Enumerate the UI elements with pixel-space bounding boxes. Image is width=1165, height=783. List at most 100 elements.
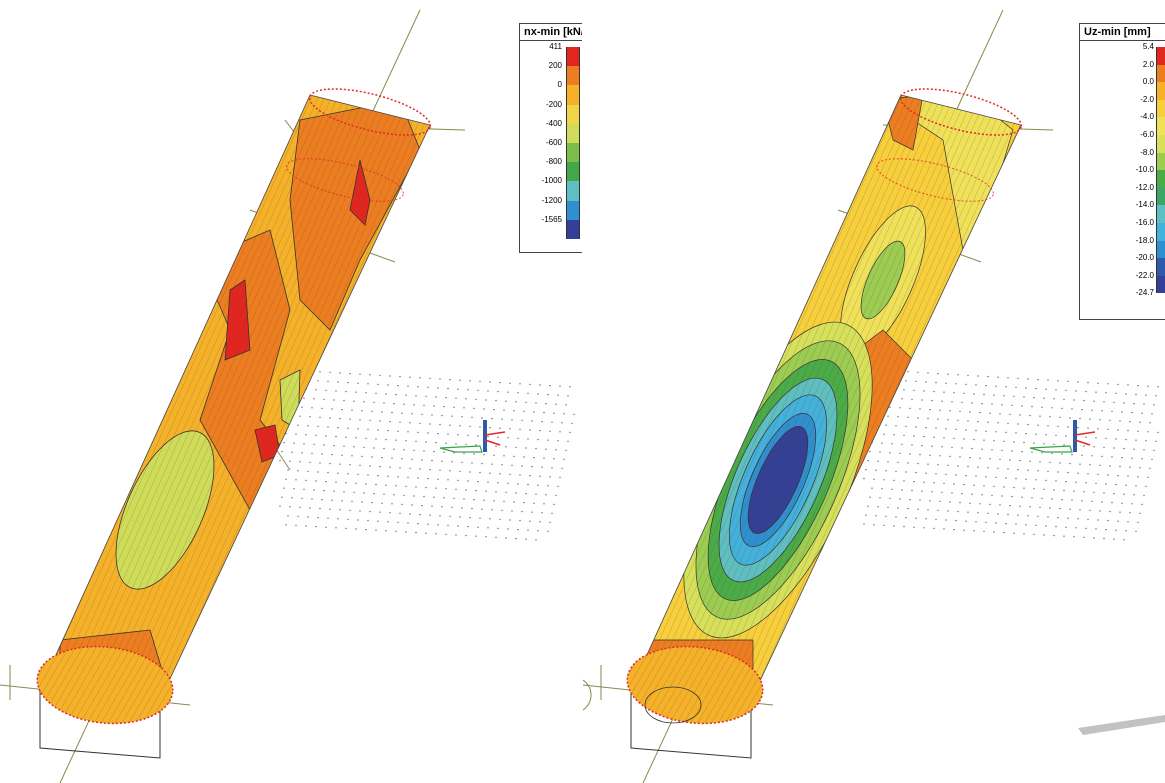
grid-dot (1035, 524, 1037, 527)
grid-dot (989, 458, 991, 460)
grid-dot (1111, 410, 1113, 413)
grid-dot (973, 484, 975, 486)
grid-dot (313, 489, 315, 491)
grid-dot (925, 381, 927, 383)
grid-dot (295, 524, 297, 527)
ground-grid (279, 369, 575, 541)
grid-dot (557, 485, 559, 488)
grid-dot (571, 422, 573, 425)
grid-dot (429, 423, 431, 425)
grid-dot (1055, 389, 1057, 391)
grid-dot (459, 379, 461, 381)
grid-dot (383, 493, 385, 495)
grid-dot (1003, 395, 1005, 397)
grid-dot (283, 441, 285, 444)
grid-dot (455, 488, 457, 491)
grid-dot (987, 375, 989, 378)
grid-dot (1081, 408, 1083, 411)
grid-dot (911, 444, 913, 446)
grid-dot (1057, 380, 1059, 382)
grid-dot (489, 381, 491, 383)
grid-dot (961, 401, 963, 404)
grid-dot (907, 416, 909, 419)
grid-dot (407, 522, 409, 524)
grid-dot (419, 422, 421, 425)
grid-dot (367, 428, 369, 431)
grid-dot (397, 476, 399, 478)
viewport-right[interactable]: Uz-min [mm] 5.4 2.0 0.0 -2.0 -4.0 -6.0 -8.0 -10… (583, 0, 1165, 783)
grid-dot (1057, 516, 1059, 519)
grid-dot (1055, 434, 1057, 437)
legend-label: 200 (548, 61, 562, 71)
grid-dot (353, 446, 355, 448)
grid-dot (533, 456, 535, 459)
grid-dot (999, 413, 1001, 415)
grid-dot (481, 417, 483, 419)
grid-dot (977, 512, 979, 514)
grid-dot (309, 416, 311, 418)
grid-dot (295, 479, 297, 481)
grid-dot (473, 407, 475, 410)
grid-dot (1011, 450, 1013, 452)
grid-dot (937, 464, 939, 466)
grid-dot (337, 381, 339, 383)
grid-dot (1059, 462, 1061, 464)
grid-dot (299, 461, 301, 463)
grid-dot (349, 418, 351, 420)
grid-dot (355, 437, 357, 439)
grid-dot (301, 452, 303, 454)
grid-dot (511, 419, 513, 421)
legend-swatch (566, 143, 580, 163)
grid-dot (529, 474, 531, 477)
grid-dot (1011, 495, 1013, 498)
grid-dot (477, 526, 479, 528)
grid-dot (1145, 440, 1147, 442)
grid-dot (1101, 455, 1103, 458)
grid-dot (1017, 514, 1019, 516)
grid-dot (1023, 396, 1025, 398)
grid-dot (565, 449, 567, 452)
grid-dot (1087, 427, 1089, 429)
grid-dot (1041, 497, 1043, 500)
grid-dot (929, 408, 931, 411)
grid-dot (545, 494, 547, 496)
grid-dot (1155, 395, 1157, 397)
grid-dot (905, 380, 907, 382)
viewport-left[interactable]: nx-min [kN/m] 411 200 0 -200 -400 -600 -800 -10… (0, 0, 582, 783)
grid-dot (375, 438, 377, 440)
grid-dot (1103, 446, 1105, 449)
grid-dot (1067, 426, 1069, 428)
grid-dot (1011, 404, 1013, 407)
grid-dot (1145, 485, 1147, 488)
grid-dot (297, 424, 299, 426)
grid-dot (495, 536, 497, 539)
legend-swatch (566, 219, 580, 239)
grid-dot (321, 453, 323, 455)
legend-label: 2.0 (1142, 59, 1154, 69)
grid-dot (941, 491, 943, 494)
grid-dot (1129, 466, 1131, 468)
grid-dot (281, 496, 283, 498)
grid-dot (1053, 443, 1055, 446)
grid-dot (419, 468, 421, 470)
grid-dot (1117, 474, 1119, 477)
grid-dot (331, 453, 333, 456)
grid-dot (1027, 378, 1029, 380)
grid-dot (963, 438, 965, 440)
grid-dot (887, 506, 889, 509)
grid-dot (1115, 529, 1117, 531)
grid-dot (559, 431, 561, 433)
grid-dot (1077, 472, 1079, 474)
legend-swatch (1156, 117, 1165, 135)
grid-dot (1007, 513, 1009, 516)
grid-dot (397, 384, 399, 387)
grid-dot (331, 499, 333, 501)
grid-dot (981, 448, 983, 450)
grid-dot (287, 515, 289, 517)
grid-dot (303, 397, 305, 399)
grid-dot (985, 476, 987, 478)
grid-dot (1033, 533, 1035, 536)
legend-label: -20.0 (1135, 253, 1154, 263)
grid-dot (1067, 517, 1069, 519)
grid-dot (1127, 475, 1129, 477)
